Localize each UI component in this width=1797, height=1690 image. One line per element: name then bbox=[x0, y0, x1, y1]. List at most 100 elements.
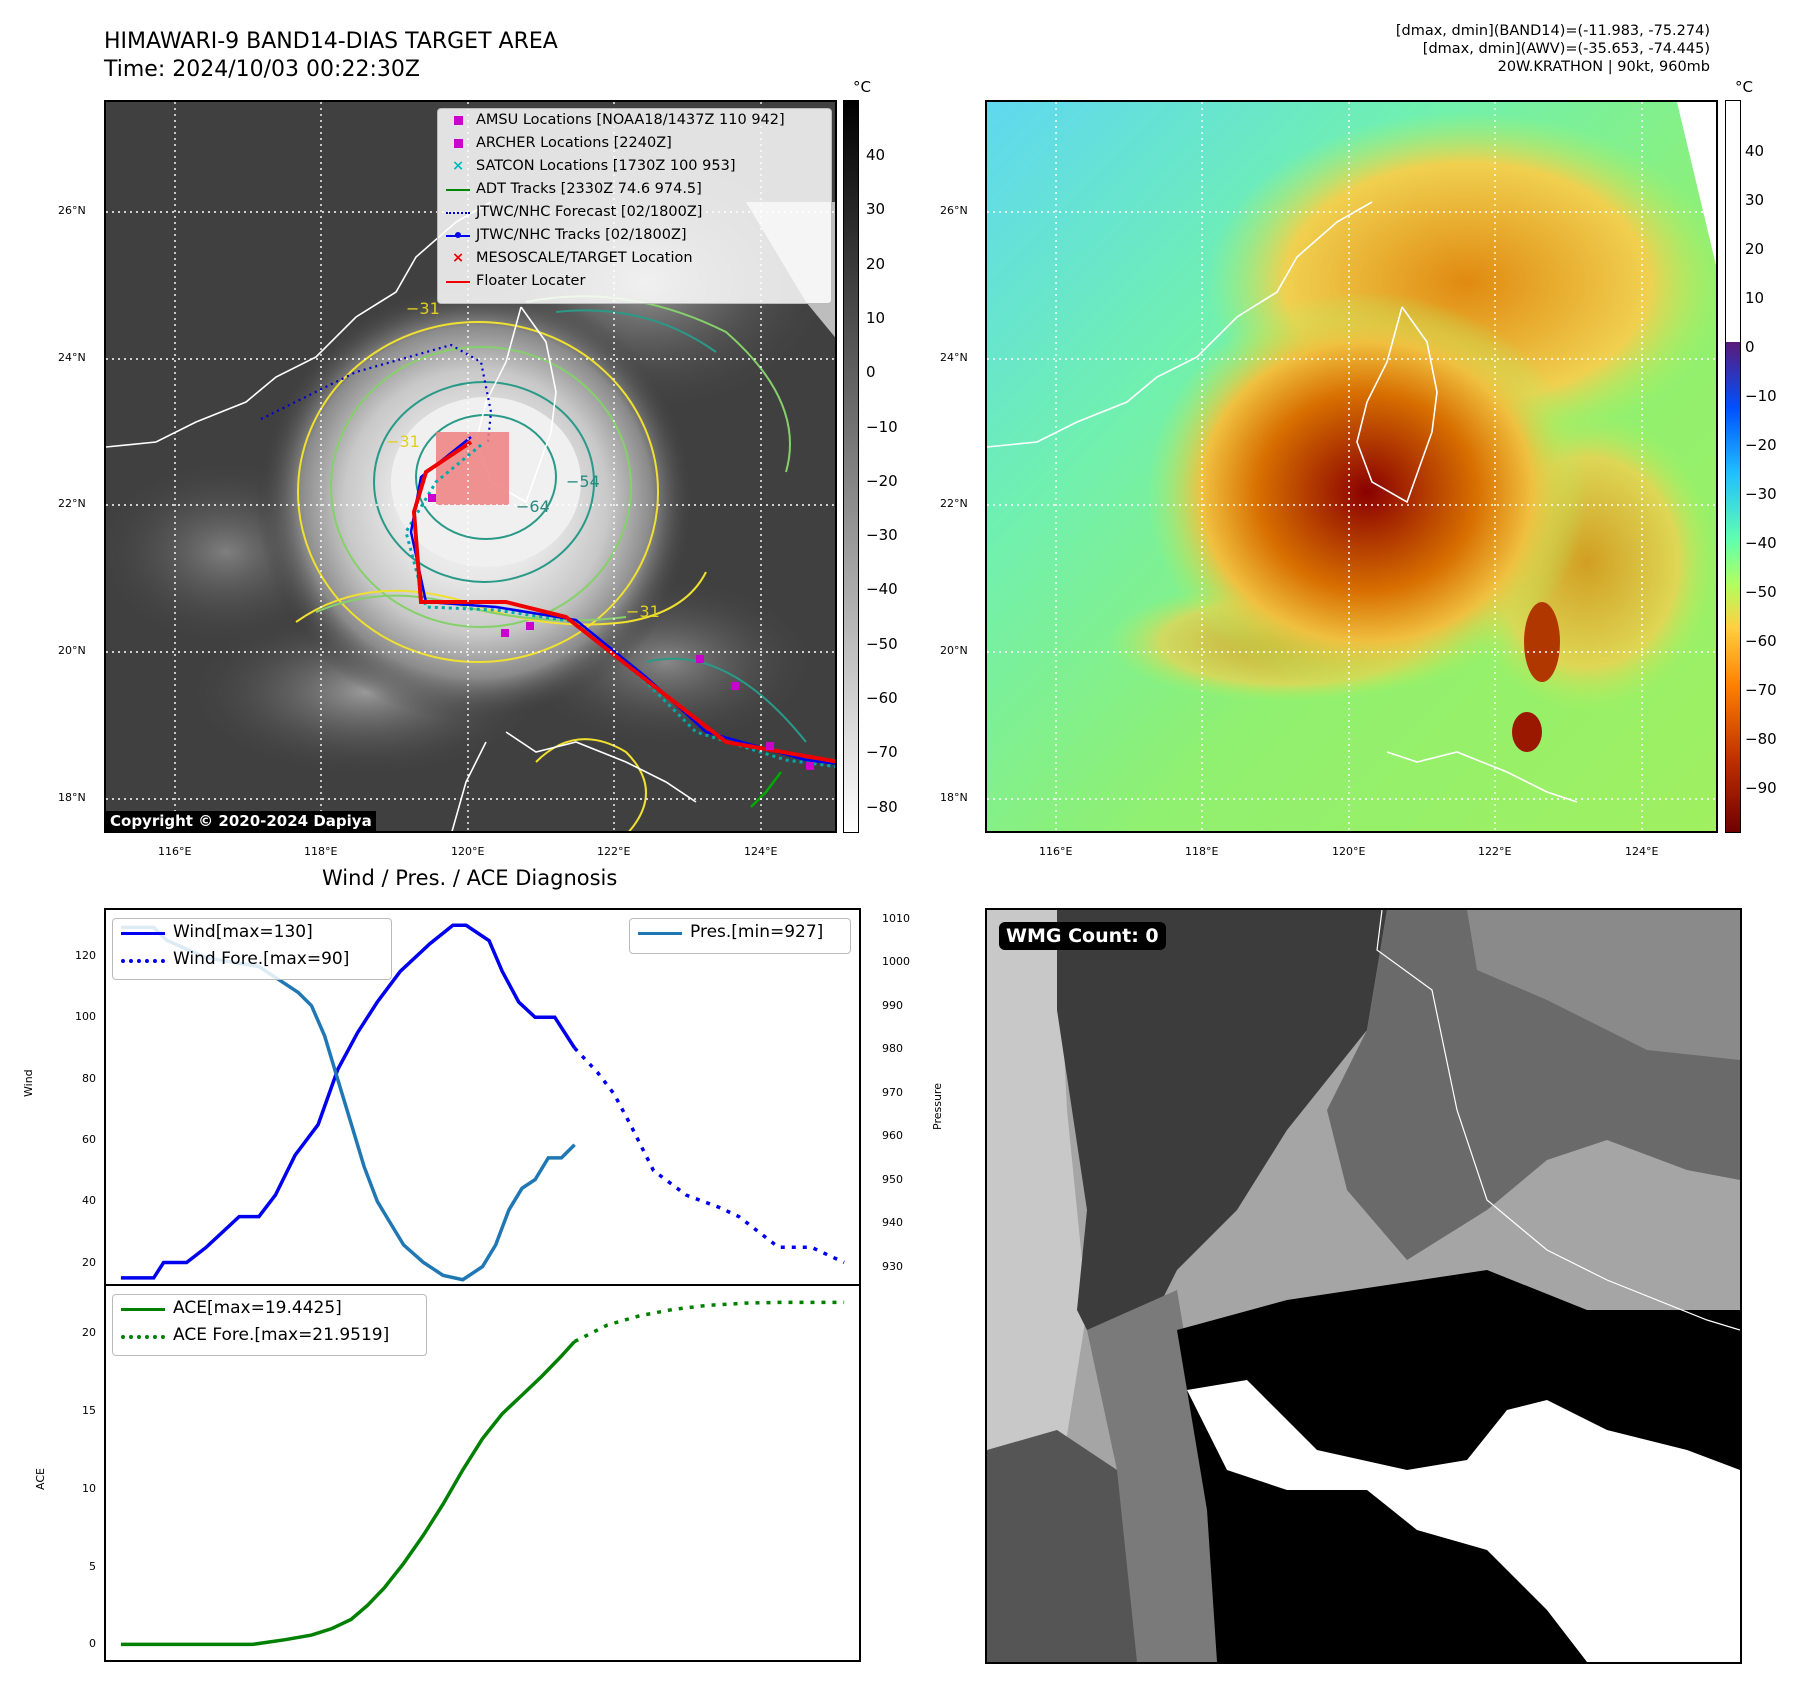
lat-label: 24°N bbox=[58, 351, 86, 364]
legend-item-adt: ADT Tracks [2330Z 74.6 974.5] bbox=[438, 178, 831, 201]
axis-tick-label: 10 bbox=[82, 1481, 96, 1495]
colorbar-tick-label: 40 bbox=[1745, 142, 1765, 160]
colorbar-tick-label: −20 bbox=[866, 471, 898, 490]
colorbar-tick-label: −10 bbox=[866, 417, 898, 436]
colorbar-tick-label: −20 bbox=[1745, 436, 1777, 454]
figure-title: HIMAWARI-9 BAND14-DIAS TARGET AREA bbox=[104, 29, 558, 54]
lat-label: 18°N bbox=[58, 791, 86, 804]
axis-tick-label: 980 bbox=[882, 1042, 903, 1056]
ace-axis-label: ACE bbox=[34, 1468, 47, 1490]
ir-colorbar bbox=[843, 100, 859, 833]
awv-map-panel bbox=[985, 100, 1718, 833]
axis-tick-label: 20 bbox=[82, 1325, 96, 1339]
lon-label: 116°E bbox=[1039, 845, 1073, 858]
axis-tick-label: 15 bbox=[82, 1403, 96, 1417]
axis-tick-label: 5 bbox=[89, 1559, 96, 1573]
contour-label: −31 bbox=[626, 602, 660, 621]
pressure-legend: Pres.[min=927] bbox=[629, 918, 851, 954]
axis-tick-label: 970 bbox=[882, 1085, 903, 1099]
lon-label: 118°E bbox=[304, 845, 338, 858]
ir-map-panel: −31 −54 −64 −31 −31 Copyright © 2020-202… bbox=[104, 100, 837, 833]
awv-imagery bbox=[987, 102, 1716, 831]
lat-label: 26°N bbox=[58, 204, 86, 217]
colorbar-tick-label: −40 bbox=[1745, 534, 1777, 552]
lon-label: 122°E bbox=[597, 845, 631, 858]
lat-label: 24°N bbox=[940, 351, 968, 364]
legend-item-archer: ARCHER Locations [2240Z] bbox=[438, 132, 831, 155]
legend-item-mesoscale: × MESOSCALE/TARGET Location bbox=[452, 250, 693, 266]
pressure-axis-label: Pressure bbox=[931, 1083, 944, 1130]
lat-label: 26°N bbox=[940, 204, 968, 217]
axis-tick-label: 20 bbox=[82, 1255, 96, 1269]
legend-item-amsu: AMSU Locations [NOAA18/1437Z 110 942] bbox=[438, 109, 831, 132]
colorbar-tick-label: −50 bbox=[866, 634, 898, 653]
ace-legend: ACE[max=19.4425] ACE Fore.[max=21.9519] bbox=[112, 1294, 427, 1356]
lon-label: 122°E bbox=[1478, 845, 1512, 858]
lat-label: 22°N bbox=[940, 497, 968, 510]
legend-item-wind: Wind[max=130] bbox=[113, 919, 391, 946]
series-line-1 bbox=[573, 1046, 845, 1265]
wind-legend: Wind[max=130] Wind Fore.[max=90] bbox=[112, 918, 392, 980]
colorbar-tick-label: 0 bbox=[1745, 338, 1755, 356]
legend-item-pressure: Pres.[min=927] bbox=[630, 919, 850, 946]
lon-label: 120°E bbox=[1332, 845, 1366, 858]
axis-tick-label: 80 bbox=[82, 1071, 96, 1085]
ace-chart: ACE[max=19.4425] ACE Fore.[max=21.9519] bbox=[104, 1284, 861, 1662]
figure-time: Time: 2024/10/03 00:22:30Z bbox=[104, 57, 420, 82]
awv-colorbar bbox=[1725, 100, 1741, 833]
colorbar-tick-label: 20 bbox=[1745, 240, 1765, 258]
axis-tick-label: 60 bbox=[82, 1132, 96, 1146]
axis-tick-label: 120 bbox=[75, 948, 96, 962]
lat-label: 20°N bbox=[940, 644, 968, 657]
contour-label: −64 bbox=[516, 497, 550, 516]
ir-colorbar-unit: °C bbox=[853, 78, 871, 96]
legend-item-ace-forecast: ACE Fore.[max=21.9519] bbox=[113, 1322, 426, 1349]
colorbar-tick-label: 10 bbox=[866, 308, 886, 327]
ace-plot bbox=[120, 1300, 845, 1647]
colorbar-tick-label: 30 bbox=[866, 200, 886, 219]
legend-item-floater: Floater Locater bbox=[438, 270, 831, 293]
colorbar-tick-label: −60 bbox=[866, 689, 898, 707]
colorbar-tick-label: −40 bbox=[866, 580, 898, 599]
axis-tick-label: 40 bbox=[82, 1194, 96, 1208]
colorbar-tick-label: 10 bbox=[1745, 289, 1765, 307]
series-line-0 bbox=[120, 1340, 576, 1647]
legend-item-wind-forecast: Wind Fore.[max=90] bbox=[113, 946, 391, 973]
lon-label: 116°E bbox=[158, 845, 192, 858]
diagnosis-title: Wind / Pres. / ACE Diagnosis bbox=[322, 866, 618, 890]
colorbar-tick-label: −30 bbox=[1745, 485, 1777, 503]
colorbar-tick-label: −50 bbox=[1745, 583, 1777, 601]
colorbar-tick-label: −30 bbox=[866, 526, 898, 545]
lon-label: 124°E bbox=[1625, 845, 1659, 858]
contour-label: −54 bbox=[566, 472, 600, 491]
colorbar-tick-label: 20 bbox=[866, 254, 886, 273]
axis-tick-label: 990 bbox=[882, 998, 903, 1012]
axis-tick-label: 1010 bbox=[882, 911, 910, 925]
awv-colorbar-unit: °C bbox=[1735, 78, 1753, 96]
colorbar-tick-label: −70 bbox=[866, 743, 898, 762]
colorbar-tick-label: −10 bbox=[1745, 387, 1777, 405]
lat-label: 22°N bbox=[58, 497, 86, 510]
colorbar-tick-label: −80 bbox=[866, 797, 898, 816]
axis-tick-label: 930 bbox=[882, 1259, 903, 1273]
colorbar-tick-label: −90 bbox=[1745, 779, 1777, 797]
wmg-panel: WMG Count: 0 bbox=[985, 908, 1742, 1664]
info-band14-range: [dmax, dmin](BAND14)=(-11.983, -75.274) bbox=[1395, 23, 1710, 39]
colorbar-tick-label: 40 bbox=[866, 146, 886, 164]
axis-tick-label: 950 bbox=[882, 1172, 903, 1186]
contour-label: −31 bbox=[406, 299, 440, 318]
ir-legend: AMSU Locations [NOAA18/1437Z 110 942] AR… bbox=[437, 108, 832, 304]
series-line-1 bbox=[573, 1300, 845, 1344]
series-line-0 bbox=[120, 923, 577, 1280]
lon-label: 124°E bbox=[744, 845, 778, 858]
axis-tick-label: 960 bbox=[882, 1129, 903, 1143]
info-awv-range: [dmax, dmin](AWV)=(-35.653, -74.445) bbox=[1422, 41, 1710, 57]
legend-item-jtwc-forecast: JTWC/NHC Forecast [02/1800Z] bbox=[438, 201, 831, 224]
axis-tick-label: 100 bbox=[75, 1010, 96, 1024]
colorbar-tick-label: −70 bbox=[1745, 681, 1777, 699]
colorbar-tick-label: −80 bbox=[1745, 730, 1777, 748]
wind-axis-label: Wind bbox=[22, 1069, 35, 1097]
legend-item-ace: ACE[max=19.4425] bbox=[113, 1295, 426, 1322]
legend-item-satcon: × SATCON Locations [1730Z 100 953] bbox=[452, 158, 736, 174]
legend-item-jtwc-tracks: JTWC/NHC Tracks [02/1800Z] bbox=[438, 224, 831, 247]
